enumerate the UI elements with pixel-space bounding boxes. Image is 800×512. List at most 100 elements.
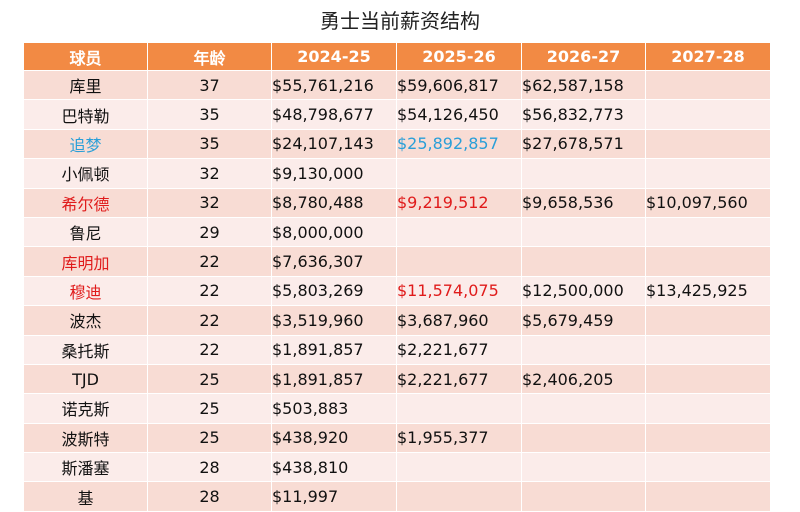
- player-age: 22: [147, 334, 272, 365]
- salary-2025-26: [396, 452, 522, 483]
- header-player: 球员: [23, 42, 148, 71]
- player-name: 穆迪: [23, 275, 148, 307]
- player-name: 追梦: [23, 128, 148, 160]
- player-name: 库明加: [23, 246, 148, 277]
- player-age: 28: [147, 481, 272, 512]
- salary-2024-25: $8,000,000: [271, 216, 397, 248]
- salary-2025-26: $3,687,960: [396, 305, 522, 336]
- salary-2025-26: [396, 246, 522, 277]
- salary-2026-27: $5,679,459: [521, 305, 646, 336]
- player-name: 鲁尼: [23, 216, 148, 248]
- player-name: 巴特勒: [23, 99, 148, 130]
- player-age: 22: [147, 275, 272, 307]
- header-age: 年龄: [147, 42, 272, 71]
- player-name: 波斯特: [23, 422, 148, 454]
- salary-2024-25: $503,883: [271, 393, 397, 424]
- salary-2027-28: [645, 481, 771, 512]
- table-row: 小佩顿 32 $9,130,000: [23, 158, 771, 189]
- salary-2026-27: $2,406,205: [521, 363, 646, 395]
- salary-2024-25: $48,798,677: [271, 99, 397, 130]
- table-row: TJD 25 $1,891,857 $2,221,677 $2,406,205: [23, 363, 771, 395]
- salary-2027-28: [645, 158, 771, 189]
- salary-2027-28: $13,425,925: [645, 275, 771, 307]
- player-age: 29: [147, 216, 272, 248]
- player-age: 32: [147, 158, 272, 189]
- salary-2027-28: [645, 452, 771, 483]
- salary-2024-25: $438,810: [271, 452, 397, 483]
- header-2027-28: 2027-28: [645, 42, 771, 71]
- salary-2025-26: [396, 158, 522, 189]
- salary-2027-28: [645, 422, 771, 454]
- salary-2027-28: $10,097,560: [645, 187, 771, 218]
- salary-2025-26: $25,892,857: [396, 128, 522, 160]
- salary-2025-26: [396, 216, 522, 248]
- salary-2026-27: [521, 246, 646, 277]
- table-row: 穆迪 22 $5,803,269 $11,574,075 $12,500,000…: [23, 275, 771, 307]
- salary-2027-28: [645, 305, 771, 336]
- salary-2024-25: $3,519,960: [271, 305, 397, 336]
- salary-2026-27: [521, 334, 646, 365]
- salary-2026-27: $62,587,158: [521, 69, 646, 101]
- salary-2026-27: $9,658,536: [521, 187, 646, 218]
- salary-2024-25: $5,803,269: [271, 275, 397, 307]
- table-row: 斯潘塞 28 $438,810: [23, 452, 771, 483]
- player-age: 25: [147, 393, 272, 424]
- header-row: 球员 年龄 2024-25 2025-26 2026-27 2027-28: [23, 42, 771, 71]
- salary-2027-28: [645, 246, 771, 277]
- salary-2024-25: $24,107,143: [271, 128, 397, 160]
- salary-2024-25: $7,636,307: [271, 246, 397, 277]
- salary-2024-25: $438,920: [271, 422, 397, 454]
- player-age: 37: [147, 69, 272, 101]
- salary-2026-27: $12,500,000: [521, 275, 646, 307]
- player-name: 小佩顿: [23, 158, 148, 189]
- salary-2025-26: $11,574,075: [396, 275, 522, 307]
- table-row: 库里 37 $55,761,216 $59,606,817 $62,587,15…: [23, 69, 771, 101]
- player-name: 希尔德: [23, 187, 148, 218]
- table-row: 桑托斯 22 $1,891,857 $2,221,677: [23, 334, 771, 365]
- salary-2024-25: $9,130,000: [271, 158, 397, 189]
- player-age: 35: [147, 99, 272, 130]
- salary-2025-26: $54,126,450: [396, 99, 522, 130]
- salary-2026-27: [521, 452, 646, 483]
- player-name: 斯潘塞: [23, 452, 148, 483]
- salary-2026-27: $56,832,773: [521, 99, 646, 130]
- table-row: 诺克斯 25 $503,883: [23, 393, 771, 424]
- player-age: 22: [147, 305, 272, 336]
- salary-2025-26: $2,221,677: [396, 334, 522, 365]
- player-name: 波杰: [23, 305, 148, 336]
- page-title: 勇士当前薪资结构: [320, 9, 480, 33]
- salary-2025-26: [396, 393, 522, 424]
- salary-2027-28: [645, 216, 771, 248]
- player-name: 基: [23, 481, 148, 512]
- salary-2026-27: [521, 422, 646, 454]
- salary-2024-25: $1,891,857: [271, 363, 397, 395]
- player-age: 32: [147, 187, 272, 218]
- player-age: 35: [147, 128, 272, 160]
- salary-2026-27: [521, 216, 646, 248]
- salary-2026-27: [521, 158, 646, 189]
- table-row: 巴特勒 35 $48,798,677 $54,126,450 $56,832,7…: [23, 99, 771, 130]
- salary-2027-28: [645, 334, 771, 365]
- salary-2025-26: [396, 481, 522, 512]
- salary-2025-26: $59,606,817: [396, 69, 522, 101]
- salary-2027-28: [645, 128, 771, 160]
- salary-2027-28: [645, 393, 771, 424]
- header-2024-25: 2024-25: [271, 42, 397, 71]
- table-row: 基 28 $11,997: [23, 481, 771, 512]
- salary-2026-27: $27,678,571: [521, 128, 646, 160]
- salary-2026-27: [521, 481, 646, 512]
- salary-table: 球员 年龄 2024-25 2025-26 2026-27 2027-28 库里…: [23, 42, 771, 512]
- table-row: 库明加 22 $7,636,307: [23, 246, 771, 277]
- table-row: 追梦 35 $24,107,143 $25,892,857 $27,678,57…: [23, 128, 771, 160]
- salary-2025-26: $1,955,377: [396, 422, 522, 454]
- header-2025-26: 2025-26: [396, 42, 522, 71]
- player-age: 25: [147, 422, 272, 454]
- table-row: 波杰 22 $3,519,960 $3,687,960 $5,679,459: [23, 305, 771, 336]
- table-row: 鲁尼 29 $8,000,000: [23, 216, 771, 248]
- salary-2027-28: [645, 363, 771, 395]
- player-age: 22: [147, 246, 272, 277]
- player-name: 库里: [23, 69, 148, 101]
- table-row: 波斯特 25 $438,920 $1,955,377: [23, 422, 771, 454]
- table-row: 希尔德 32 $8,780,488 $9,219,512 $9,658,536 …: [23, 187, 771, 218]
- player-name: 诺克斯: [23, 393, 148, 424]
